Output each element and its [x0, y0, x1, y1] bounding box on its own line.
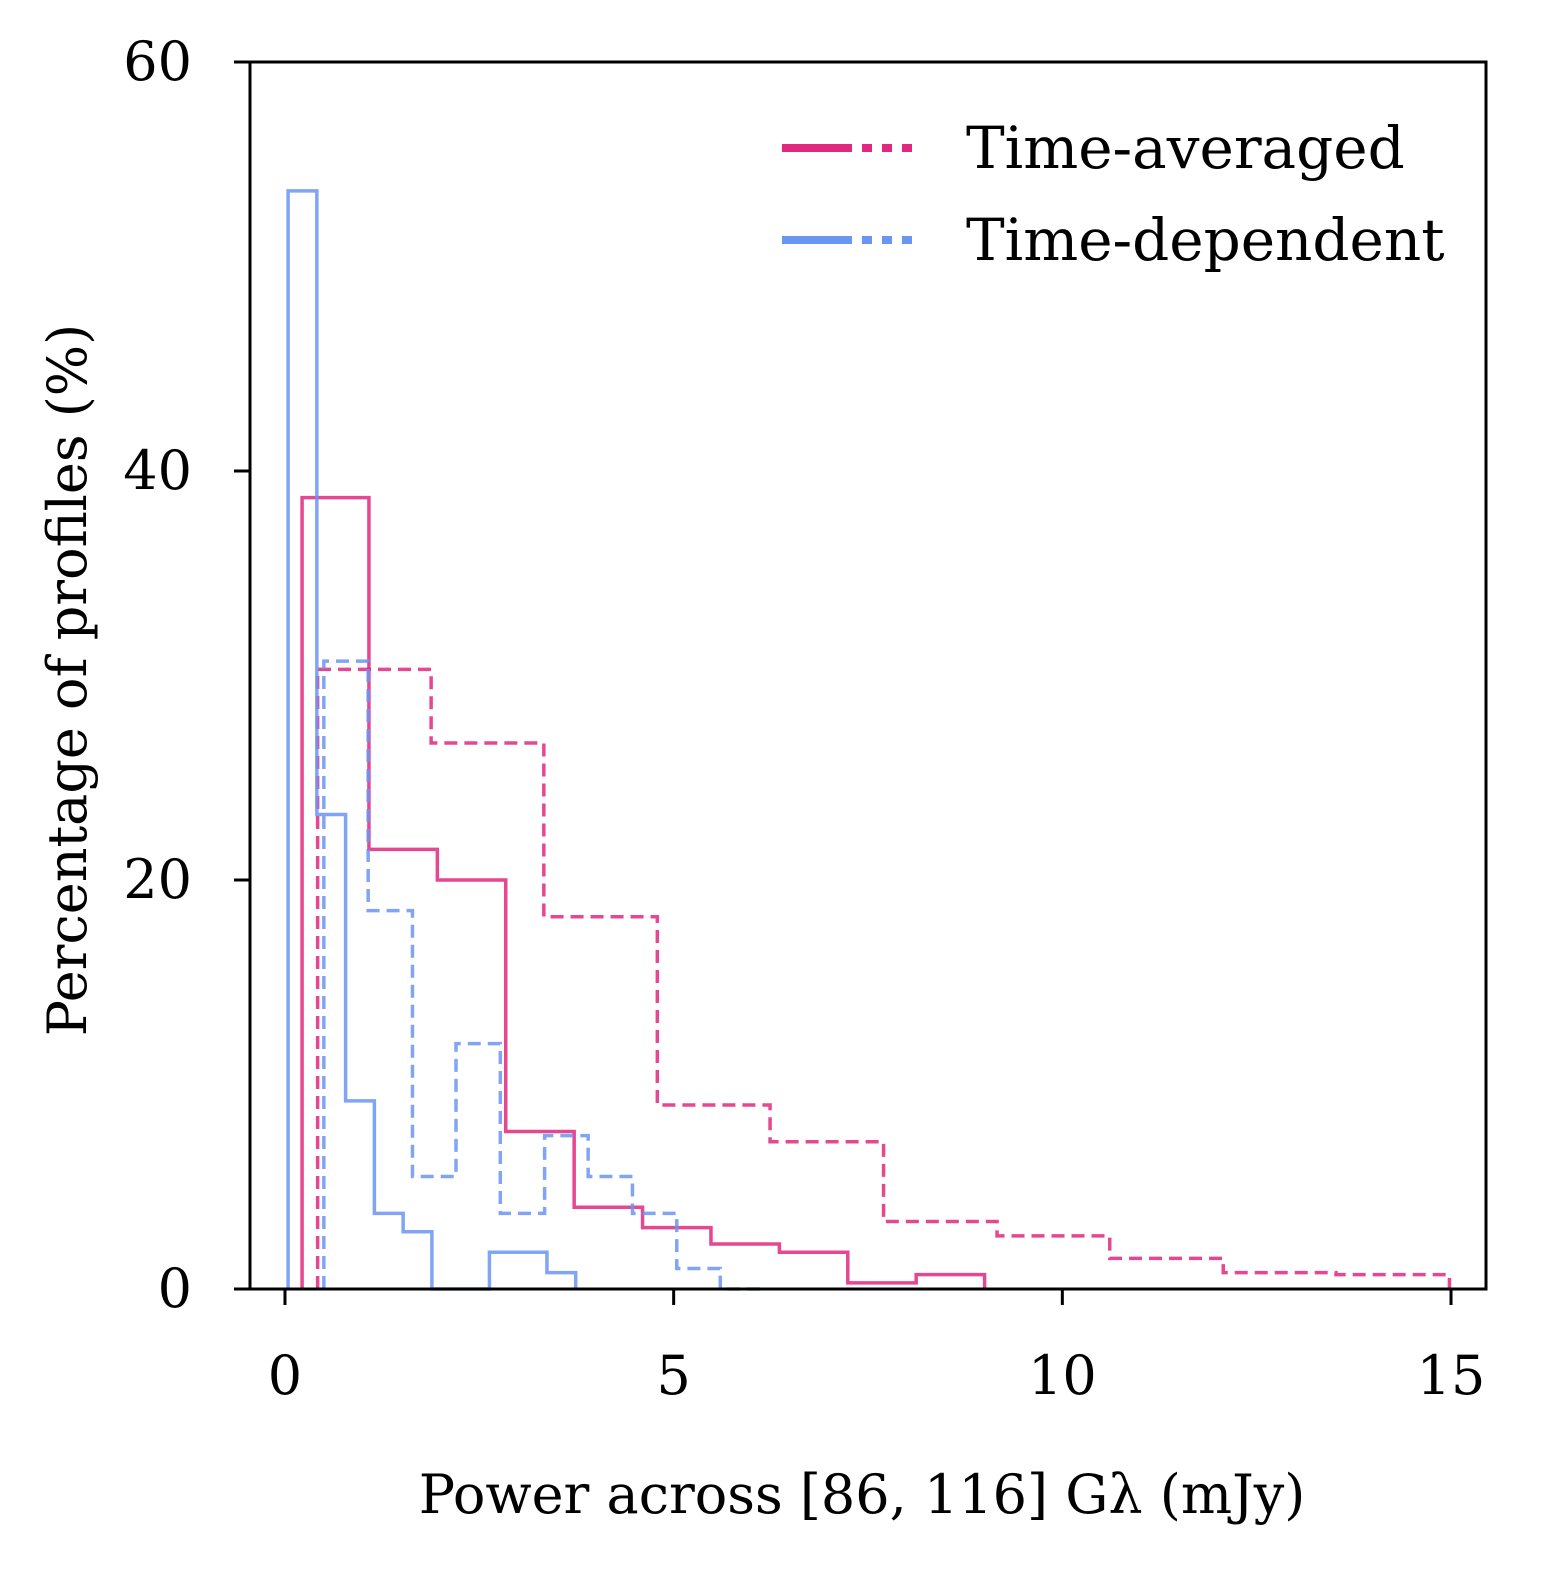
legend-label: Time-dependent — [966, 206, 1445, 274]
legend-entry-time-averaged: Time-averaged — [782, 114, 1405, 182]
x-axis: 0 5 10 15 — [268, 1289, 1486, 1407]
legend-label: Time-averaged — [966, 114, 1405, 182]
legend-entry-time-dependent: Time-dependent — [782, 206, 1445, 274]
plot-frame — [248, 60, 1488, 1291]
x-tick-label: 5 — [656, 1344, 690, 1407]
histogram-series-layer — [286, 189, 1452, 1291]
y-tick-label: 40 — [123, 439, 192, 502]
y-tick-label: 60 — [123, 30, 192, 93]
legend: Time-averaged Time-dependent — [782, 114, 1445, 274]
x-tick-label: 0 — [268, 1344, 302, 1407]
series-time-averaged-solid — [300, 495, 987, 1289]
y-tick-label: 0 — [158, 1257, 192, 1320]
y-axis: 0 20 40 60 — [123, 30, 250, 1320]
x-axis-label: Power across [86, 116] Gλ (mJy) — [419, 1463, 1306, 1526]
x-tick-label: 15 — [1417, 1344, 1486, 1407]
y-tick-label: 20 — [123, 848, 192, 911]
x-tick-label: 10 — [1028, 1344, 1097, 1407]
y-axis-label: Percentage of profiles (%) — [36, 324, 99, 1036]
series-time-dependent-solid — [286, 189, 578, 1291]
series-time-averaged-dashed — [315, 667, 1452, 1289]
series-time-dependent-dashed — [322, 659, 765, 1291]
